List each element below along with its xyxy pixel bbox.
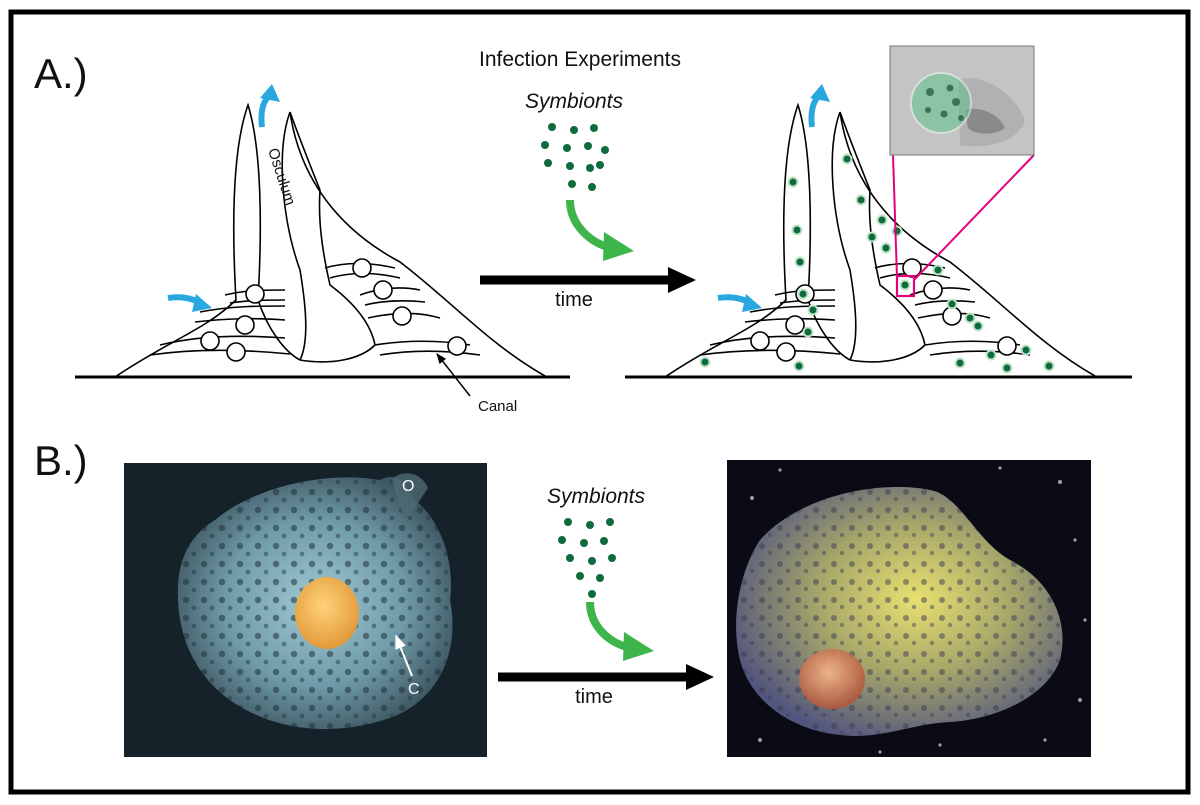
time-arrowhead-b: [686, 664, 714, 690]
sponge-photo-after: [727, 460, 1091, 757]
zoom-line-left: [892, 154, 898, 279]
inflow-arrowhead-left: [192, 294, 212, 312]
green-arrowhead-a: [603, 232, 634, 261]
sponge-photo-before: [124, 463, 487, 757]
symbiont-cluster-a: [541, 123, 609, 191]
panel-b-label: B.): [34, 437, 88, 484]
panel-a-symbionts-label: Symbionts: [525, 90, 624, 113]
inflow-arrowhead-right: [742, 294, 762, 312]
time-arrowhead-a: [668, 267, 696, 293]
osculum-marker: O: [402, 478, 414, 495]
osculum-label: Osculum: [264, 146, 298, 208]
outflow-arrow-right: [808, 92, 823, 128]
canal-marker-arrow: [395, 634, 413, 677]
panel-b-time-label: time: [575, 686, 613, 708]
infected-symbionts: [699, 153, 1055, 374]
panel-a-title: Infection Experiments: [479, 48, 681, 71]
canal-pointer: [436, 353, 471, 397]
sponge-diagram-after: [625, 102, 1132, 379]
symbiont-cluster-b: [558, 518, 616, 598]
outflow-arrowhead-right: [810, 84, 830, 102]
panel-b-symbionts-label: Symbionts: [547, 485, 646, 508]
green-arrowhead-b: [623, 632, 654, 661]
canal-label: Canal: [478, 398, 517, 415]
tem-inset-frame: [889, 45, 1035, 156]
panel-a-label: A.): [34, 50, 88, 97]
outflow-arrow-left: [258, 92, 273, 128]
canal-marker: C: [408, 681, 420, 698]
zoom-highlight-box: [895, 274, 916, 298]
tem-inset-image: [890, 46, 1034, 155]
panel-a-time-label: time: [555, 289, 593, 311]
figure-frame: [8, 9, 1191, 795]
outflow-arrowhead-left: [260, 84, 280, 102]
sponge-diagram-before: [75, 102, 570, 379]
zoom-line-right: [913, 154, 1035, 281]
